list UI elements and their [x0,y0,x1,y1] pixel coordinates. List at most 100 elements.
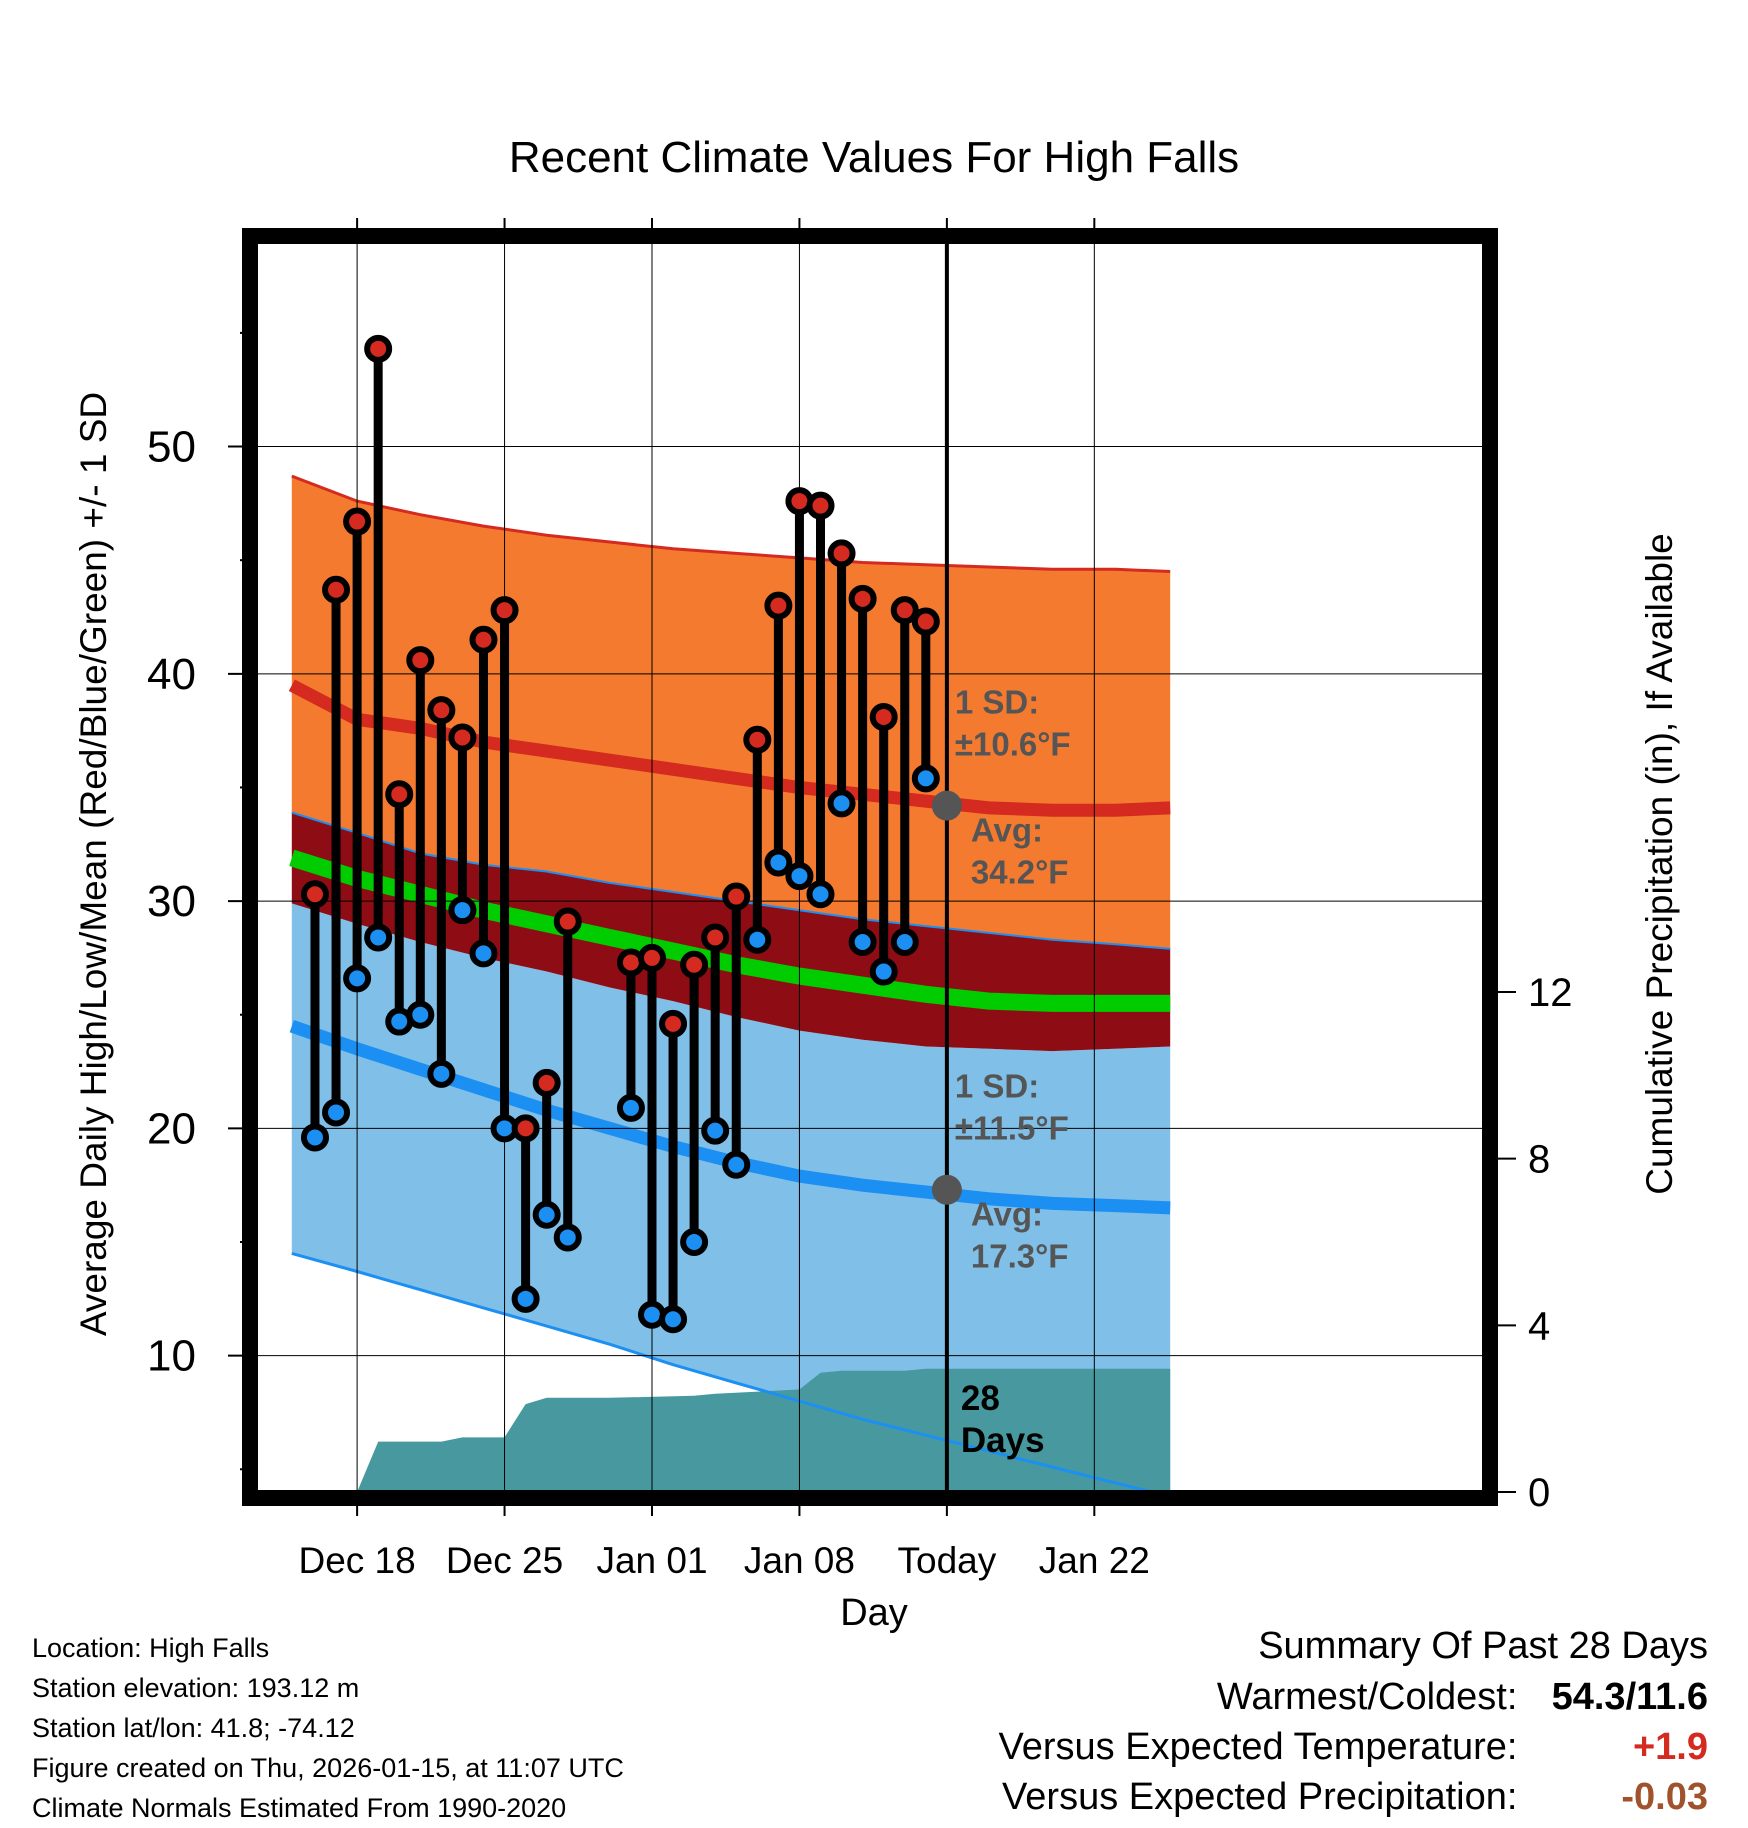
daily-low-point [680,1228,709,1256]
y-tick-label: 20 [147,1104,196,1153]
daily-low-point [827,789,856,818]
y-tick-label: 40 [147,650,196,699]
y2-tick-label: 8 [1528,1138,1550,1182]
daily-low-point [511,1284,540,1313]
daily-low-point [448,896,477,925]
daily-low-point [553,1223,582,1252]
daily-low-point [427,1059,456,1088]
daily-high-point [806,491,835,520]
y2-tick-label: 4 [1528,1304,1550,1348]
low-sd-value: ±11.5°F [955,1110,1069,1147]
daily-high-point [827,539,856,568]
daily-high-point [427,696,456,725]
daily-high-point [743,725,772,754]
daily-low-point [300,1123,329,1152]
normal-high-band [291,476,1171,949]
daily-high-point [659,1009,688,1038]
daily-high-point [322,575,351,604]
plot-content: 1 SD: ±10.6°F Avg: 34.2°F 1 SD: ±11.5°F Avg: 17… [256,242,1484,1492]
y2-tick-label: 0 [1528,1471,1550,1515]
daily-high-point [511,1114,540,1143]
summary-precipitation: Versus Expected Precipitation: -0.03 [1002,1776,1708,1819]
daily-high-point [300,880,329,909]
daily-high-point [385,780,414,809]
chart-title: Recent Climate Values For High Falls [509,133,1239,182]
extremes-label: Warmest/Coldest: [1216,1676,1518,1718]
daily-high-point [722,882,751,911]
daily-high-point [911,607,940,636]
daily-low-point [364,923,393,952]
daily-high-point [701,923,730,952]
y2-tick-label: 12 [1528,971,1573,1015]
x-tick-label: Dec 18 [298,1540,415,1581]
x-tick-label: Jan 08 [744,1540,855,1581]
info-elevation: Station elevation: 193.12 m [32,1673,360,1703]
daily-low-point [848,928,877,956]
precipitation-area [357,1368,1171,1492]
info-created: Figure created on Thu, 2026-01-15, at 11… [32,1753,624,1783]
daily-low-point [911,764,940,793]
x-tick-label: Jan 22 [1039,1540,1150,1581]
y-tick-label: 30 [147,877,196,926]
daily-low-point [869,957,898,986]
summary-temperature: Versus Expected Temperature: +1.9 [999,1726,1708,1769]
low-avg-value: 17.3°F [971,1238,1069,1275]
daily-high-point [532,1068,561,1097]
station-info: Location: High Falls Station elevation: … [32,1628,624,1828]
info-normals: Climate Normals Estimated From 1990-2020 [32,1793,567,1823]
daily-low-point [785,862,814,891]
daily-low-point [764,848,793,877]
high-sd-label: 1 SD: [955,684,1039,721]
daily-low-point [722,1150,751,1179]
summary-title: Summary Of Past 28 Days [1258,1625,1708,1667]
daily-high-point [869,703,898,731]
plot-area: 1 SD: ±10.6°F Avg: 34.2°F 1 SD: ±11.5°F Avg: 17… [147,218,1573,1581]
precip-value: -0.03 [1621,1776,1708,1818]
daily-high-point [553,907,582,936]
daily-high-point [680,950,709,979]
x-axis-label: Day [840,1592,908,1634]
daily-low-point [406,1000,435,1029]
daily-low-point [890,928,919,956]
daily-high-point [448,723,477,752]
daily-high-point [469,625,498,654]
summary-extremes: Warmest/Coldest: 54.3/11.6 [1217,1676,1708,1719]
normal-low-band [291,903,1171,1492]
avg-low-marker [931,1174,962,1205]
high-avg-value: 34.2°F [971,854,1069,891]
low-sd-label: 1 SD: [955,1068,1039,1105]
x-tick-label: Jan 01 [596,1540,707,1581]
low-lower-edge [291,1251,1159,1492]
daily-low-point [322,1098,351,1127]
daily-high-point [490,596,519,625]
info-latlon: Station lat/lon: 41.8; -74.12 [32,1713,355,1743]
precip-label: Versus Expected Precipitation: [1002,1776,1518,1818]
daily-low-point [469,939,498,968]
extremes-value: 54.3/11.6 [1551,1676,1708,1718]
high-upper-edge [291,474,1171,573]
daily-low-point [806,880,835,909]
daily-high-point [890,596,919,625]
y-tick-label: 10 [147,1332,196,1381]
daily-high-point [364,334,393,363]
high-sd-value: ±10.6°F [955,726,1071,763]
daily-high-point [406,646,435,675]
daily-high-point [764,591,793,620]
period-label-number: 28 [961,1379,1000,1418]
period-label-unit: Days [961,1421,1045,1460]
temp-value: +1.9 [1632,1726,1708,1768]
daily-high-point [848,584,877,613]
y-tick-label: 50 [147,423,196,472]
avg-high-marker [931,790,962,821]
daily-low-point [701,1116,730,1145]
daily-low-point [659,1305,688,1334]
daily-high-point [343,507,372,536]
high-avg-label: Avg: [971,812,1043,849]
y-axis-label: Average Daily High/Low/Mean (Red/Blue/Gr… [73,392,114,1336]
daily-high-point [637,943,666,972]
daily-low-point [532,1200,561,1229]
daily-low-point [743,925,772,954]
low-avg-label: Avg: [971,1196,1043,1233]
y2-axis-label: Cumulative Precipitation (in), If Availa… [1639,533,1680,1195]
